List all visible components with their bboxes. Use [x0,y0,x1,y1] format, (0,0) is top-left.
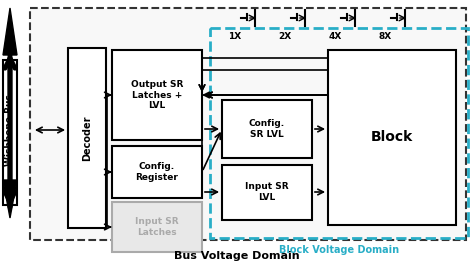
Bar [210,28,468,238]
Bar [112,202,202,252]
Polygon shape [3,8,17,55]
Text: Config.
Register: Config. Register [136,162,178,182]
Text: Block: Block [371,130,413,144]
Text: Bus Voltage Domain: Bus Voltage Domain [174,251,300,261]
Bar [112,146,202,198]
Bar [222,165,312,220]
Polygon shape [3,180,17,218]
Bar [30,8,466,240]
Text: Input SR
LVL: Input SR LVL [245,182,289,202]
Text: 2X: 2X [278,32,292,41]
Text: 8X: 8X [378,32,392,41]
Bar [68,48,106,228]
Text: 4X: 4X [328,32,342,41]
Text: Wishbone Bus: Wishbone Bus [6,94,15,166]
Text: Block Voltage Domain: Block Voltage Domain [279,245,399,255]
Text: Output SR
Latches +
LVL: Output SR Latches + LVL [131,80,183,110]
Bar [328,50,456,225]
Text: 1X: 1X [228,32,242,41]
Text: Decoder: Decoder [82,115,92,161]
Text: Input SR
Latches: Input SR Latches [135,217,179,237]
Bar [3,60,17,205]
Bar [222,100,312,158]
Text: Config.
SR LVL: Config. SR LVL [249,119,285,139]
Bar [112,50,202,140]
